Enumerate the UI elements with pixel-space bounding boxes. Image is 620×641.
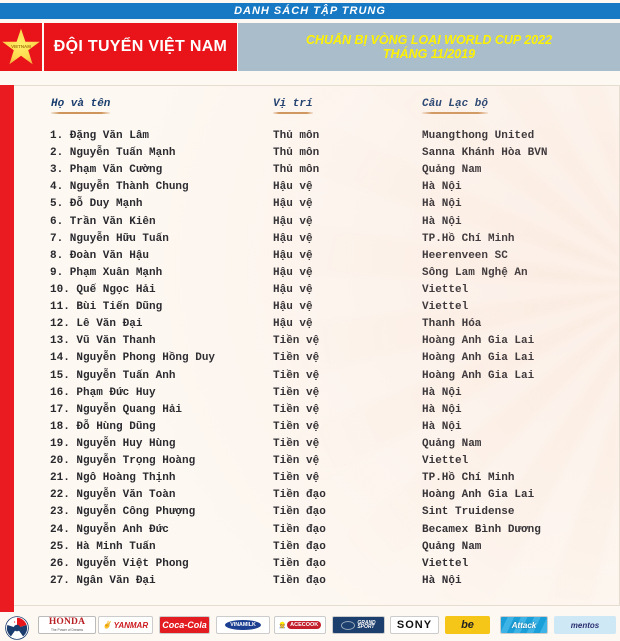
svg-text:VIETNAM: VIETNAM [11, 44, 31, 49]
